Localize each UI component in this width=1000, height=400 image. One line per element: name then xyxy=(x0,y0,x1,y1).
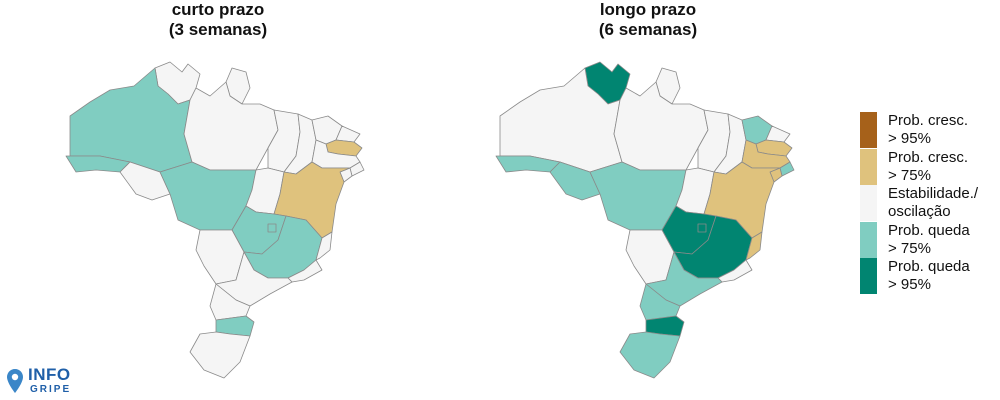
state-rs xyxy=(619,331,681,379)
legend-swatch xyxy=(860,258,877,294)
map-title-line1: longo prazo xyxy=(599,0,697,19)
legend-label: Prob. cresc. > 75% xyxy=(888,148,969,184)
legend-label: Prob. cresc. > 95% xyxy=(888,112,969,147)
state-df xyxy=(267,223,277,233)
legend-label: Prob. queda > 75% xyxy=(888,221,970,257)
state-df xyxy=(697,223,707,233)
infogripe-logo: INFO GRIPE xyxy=(6,366,86,396)
logo-text-info: INFO xyxy=(28,365,71,384)
map-title-line2: (3 semanas) xyxy=(168,20,268,39)
legend-label: Prob. queda > 95% xyxy=(888,258,970,293)
map-title-short-term: curto prazo (3 semanas) xyxy=(88,0,348,40)
brazil-map-short-term xyxy=(65,61,365,379)
legend-swatch xyxy=(860,112,877,148)
location-pin-icon xyxy=(7,369,23,393)
legend-swatch xyxy=(860,221,877,258)
map-title-long-term: longo prazo (6 semanas) xyxy=(518,0,778,40)
legend-label: Estabilidade./ oscilação xyxy=(888,185,979,220)
brazil-map-long-term xyxy=(495,61,795,379)
map-title-line2: (6 semanas) xyxy=(598,20,698,39)
legend-swatch xyxy=(860,185,877,221)
map-title-line1: curto prazo xyxy=(171,0,265,19)
state-es xyxy=(745,231,763,261)
state-rs xyxy=(189,331,251,379)
logo-text-gripe: GRIPE xyxy=(30,384,72,395)
state-es xyxy=(315,231,333,261)
legend-swatch xyxy=(860,148,877,185)
